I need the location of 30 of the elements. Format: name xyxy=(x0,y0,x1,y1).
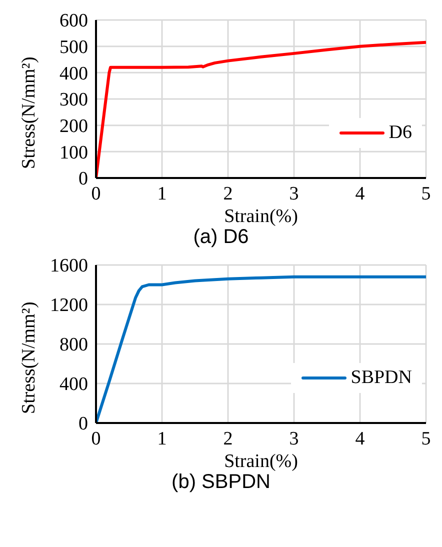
x-tick-label: 2 xyxy=(223,183,233,204)
y-tick-label: 1600 xyxy=(50,256,88,277)
x-axis-title: Strain(%) xyxy=(224,451,298,472)
y-tick-label: 600 xyxy=(60,10,88,32)
y-axis-title: Stress(N/mm²) xyxy=(18,56,40,169)
x-tick-label: 4 xyxy=(355,183,366,204)
x-tick-label: 2 xyxy=(223,428,233,450)
x-tick-label: 3 xyxy=(289,428,299,450)
legend-label: D6 xyxy=(388,122,412,144)
text: (a) D6 xyxy=(192,226,250,249)
y-tick-label: 100 xyxy=(60,142,88,164)
text: (b) SBPDN xyxy=(170,471,272,494)
y-axis-title: Stress(N/mm²) xyxy=(18,302,40,414)
y-tick-label: 0 xyxy=(78,168,88,190)
x-tick-label: 5 xyxy=(421,183,431,204)
y-tick-label: 1200 xyxy=(50,295,88,316)
legend-label: SBPDN xyxy=(350,367,412,389)
x-axis-title: Strain(%) xyxy=(224,206,298,227)
x-tick-label: 1 xyxy=(157,428,167,450)
x-tick-label: 3 xyxy=(289,183,299,204)
x-tick-label: 5 xyxy=(421,428,431,450)
y-tick-label: 0 xyxy=(78,414,88,435)
y-tick-label: 200 xyxy=(60,116,88,138)
y-tick-label: 800 xyxy=(60,334,88,356)
y-tick-label: 500 xyxy=(60,37,88,58)
x-tick-label: 4 xyxy=(355,428,366,450)
y-tick-label: 300 xyxy=(60,90,88,111)
x-tick-label: 1 xyxy=(157,183,167,204)
y-tick-label: 400 xyxy=(60,374,88,396)
y-tick-label: 400 xyxy=(60,63,88,84)
